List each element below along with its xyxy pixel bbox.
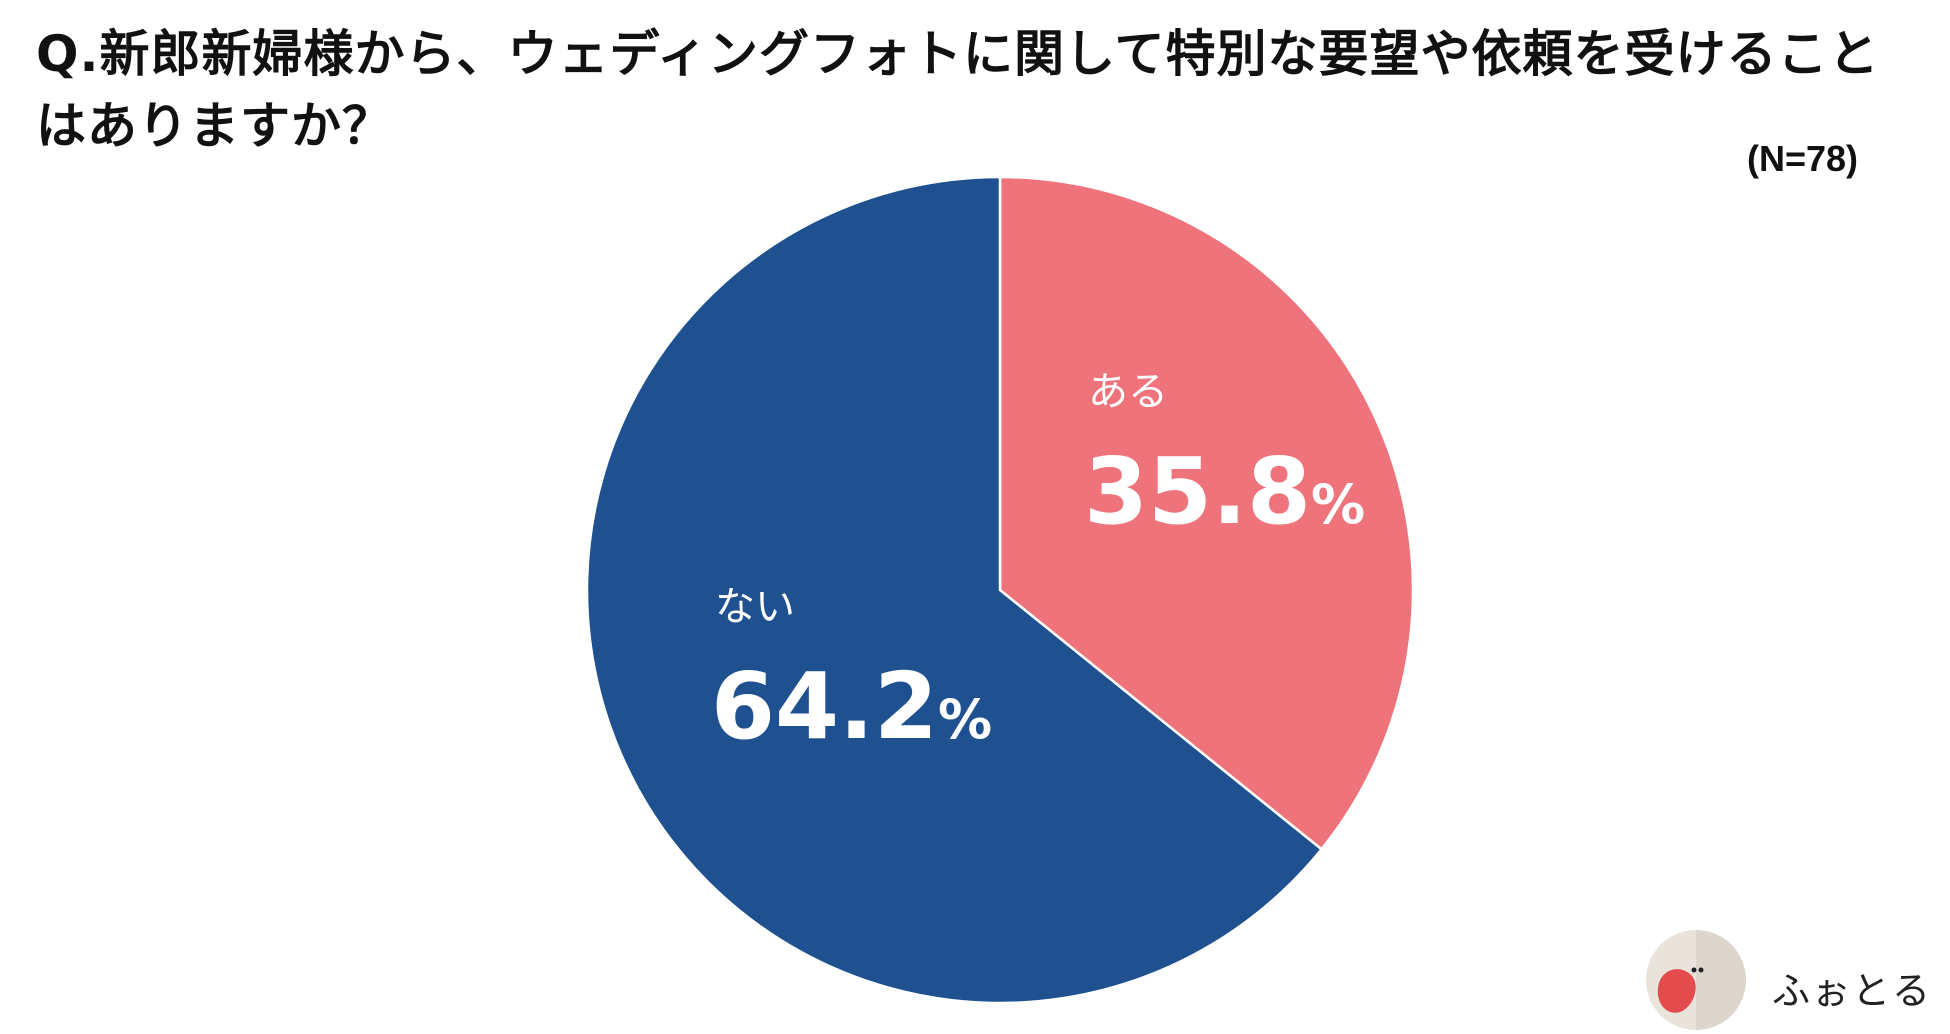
brand-logo: ふぉとる	[1640, 930, 1940, 1030]
slice-category-label: ある	[1088, 369, 1168, 415]
pie-slice-1	[998, 175, 1415, 851]
sample-size-label: (N=78)	[1746, 138, 1858, 179]
pie-slice-2	[585, 175, 1324, 1005]
slice-category-label: ない	[715, 584, 795, 630]
chart-title: Q.新郎新婦様から、ウェディングフォトに関して特別な要望や依頼を受けることはあり…	[36, 25, 1880, 155]
brand-mascot-icon	[1646, 930, 1746, 1030]
brand-logo-text: ふぉとる	[1772, 969, 1933, 1013]
slice-percent-sign: %	[1311, 473, 1365, 536]
slice-percent-sign: %	[938, 688, 992, 751]
